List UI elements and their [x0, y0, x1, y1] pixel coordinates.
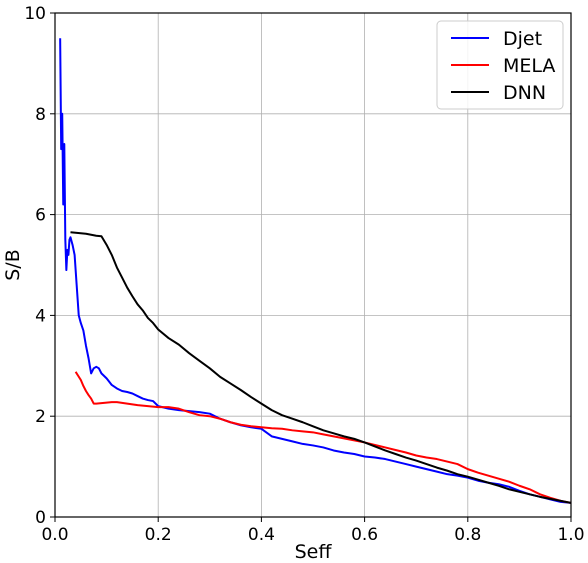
- y-tick-label: 2: [35, 407, 46, 427]
- x-tick-label: 0.8: [454, 525, 481, 545]
- y-tick-label: 10: [24, 4, 46, 24]
- legend-label-djet: Djet: [503, 28, 542, 50]
- x-axis-label: Seff: [295, 541, 333, 563]
- legend-box: [436, 20, 564, 110]
- plot-frame: [54, 12, 572, 518]
- y-axis-ticks: 0 2 4 6 8 10: [24, 4, 55, 528]
- x-tick-label: 0.0: [41, 525, 68, 545]
- y-tick-label: 8: [35, 105, 46, 125]
- series-line-dnn: [70, 231, 571, 504]
- y-tick-label: 6: [35, 206, 46, 226]
- y-tick-label: 4: [35, 306, 46, 326]
- legend-label-mela: MELA: [503, 55, 555, 77]
- x-axis-ticks: 0.0 0.2 0.4 0.6 0.8 1.0: [41, 517, 585, 545]
- x-tick-label: 1.0: [557, 525, 584, 545]
- legend: Djet MELA DNN: [436, 20, 564, 110]
- x-tick-label: 0.4: [248, 525, 275, 545]
- y-axis-label: S/B: [2, 249, 24, 281]
- legend-label-dnn: DNN: [503, 82, 546, 104]
- x-tick-label: 0.2: [145, 525, 172, 545]
- series-line-mela: [74, 371, 571, 504]
- x-tick-label: 0.6: [351, 525, 378, 545]
- y-tick-label: 0: [35, 508, 46, 528]
- series-lines: [59, 38, 571, 504]
